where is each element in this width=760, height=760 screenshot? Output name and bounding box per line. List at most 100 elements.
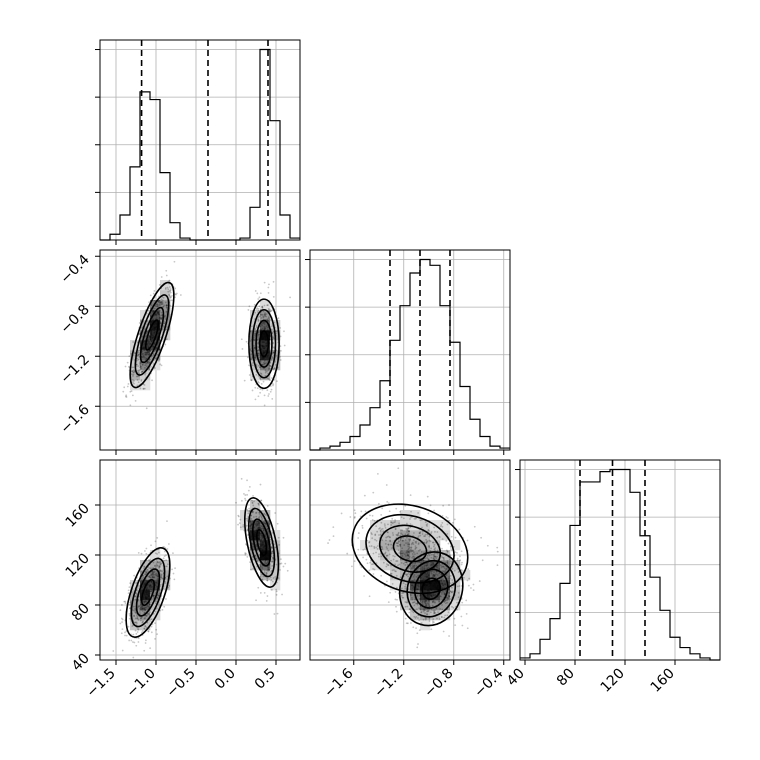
sample-point: [461, 561, 463, 564]
sample-point: [146, 593, 149, 596]
sample-point: [132, 633, 135, 636]
sample-point: [129, 404, 132, 407]
sample-point: [425, 524, 428, 526]
sample-point: [259, 564, 262, 567]
sample-point: [430, 563, 433, 566]
sample-point: [138, 604, 140, 607]
sample-point: [154, 341, 156, 344]
sample-point: [372, 491, 375, 494]
sample-point: [439, 525, 442, 528]
sample-point: [418, 598, 421, 601]
sample-point: [134, 621, 137, 624]
sample-point: [261, 327, 264, 330]
sample-point: [404, 587, 407, 590]
sample-point: [262, 521, 265, 524]
sample-point: [391, 517, 394, 520]
sample-point: [446, 568, 448, 571]
sample-point: [254, 356, 256, 359]
sample-point: [407, 527, 410, 530]
sample-point: [154, 622, 156, 625]
sample-point: [395, 560, 398, 562]
sample-point: [432, 601, 434, 603]
density-cell: [130, 350, 141, 361]
density-cell: [440, 600, 451, 611]
x-tick-label: −1.2: [371, 666, 406, 701]
sample-point: [259, 354, 262, 357]
sample-point: [371, 518, 374, 521]
sample-point: [167, 290, 170, 293]
sample-point: [406, 601, 409, 604]
sample-point: [429, 552, 432, 555]
sample-point: [271, 355, 274, 358]
sample-point: [450, 549, 453, 552]
sample-point: [164, 565, 167, 568]
sample-point: [149, 294, 152, 297]
sample-point: [428, 546, 431, 549]
sample-point: [434, 555, 437, 558]
sample-point: [165, 598, 167, 600]
sample-point: [422, 610, 425, 613]
sample-point: [245, 543, 247, 545]
sample-point: [259, 328, 261, 331]
sample-point: [391, 522, 394, 525]
sample-point: [127, 592, 130, 595]
sample-point: [247, 512, 250, 515]
sample-point: [417, 585, 420, 588]
sample-point: [260, 357, 263, 359]
sample-point: [266, 539, 269, 542]
sample-point: [165, 554, 167, 557]
sample-point: [145, 626, 148, 629]
sample-point: [166, 548, 169, 550]
sample-point: [128, 603, 131, 606]
sample-point: [263, 325, 266, 328]
sample-point: [268, 331, 271, 334]
density-cell: [270, 560, 281, 571]
sample-point: [384, 524, 386, 527]
sample-point: [401, 596, 404, 599]
sample-point: [148, 567, 151, 570]
sample-point: [373, 547, 376, 549]
sample-point: [270, 310, 273, 312]
sample-point: [267, 369, 270, 371]
sample-point: [165, 311, 168, 314]
sample-point: [145, 547, 148, 550]
sample-point: [268, 283, 270, 286]
sample-point: [253, 533, 256, 536]
sample-point: [263, 314, 266, 317]
sample-point: [262, 352, 265, 355]
density-cell: [150, 320, 161, 331]
sample-point: [262, 363, 265, 366]
sample-point: [151, 348, 154, 350]
sample-point: [139, 606, 142, 609]
sample-point: [383, 523, 386, 526]
sample-point: [260, 383, 263, 385]
density-cell: [250, 560, 261, 571]
sample-point: [262, 352, 265, 355]
sample-point: [417, 584, 420, 587]
sample-point: [264, 326, 266, 329]
density-cell: [440, 520, 451, 531]
sample-point: [169, 304, 172, 307]
sample-point: [148, 575, 150, 578]
sample-point: [444, 599, 447, 602]
sample-point: [274, 360, 277, 363]
sample-point: [411, 587, 414, 589]
sample-point: [258, 531, 261, 534]
sample-point: [272, 352, 275, 354]
sample-point: [412, 565, 415, 568]
sample-point: [153, 307, 156, 310]
sample-point: [252, 545, 254, 547]
sample-point: [165, 310, 168, 313]
sample-point: [148, 588, 150, 591]
sample-point: [147, 630, 150, 633]
sample-point: [140, 631, 143, 634]
sample-point: [428, 545, 430, 547]
sample-point: [244, 552, 246, 555]
contour-line: [135, 568, 161, 617]
sample-point: [254, 554, 257, 557]
sample-point: [271, 328, 273, 331]
sample-point: [158, 319, 161, 321]
sample-point: [261, 307, 264, 309]
sample-point: [147, 346, 150, 349]
sample-point: [159, 562, 162, 565]
